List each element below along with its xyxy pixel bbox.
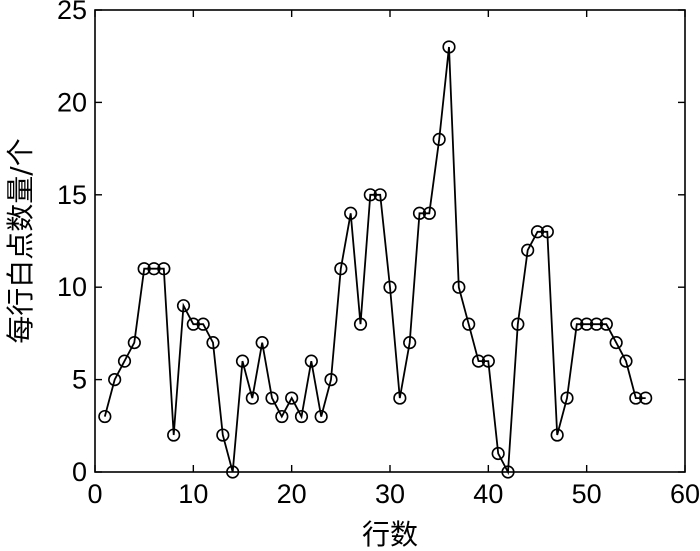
data-point (294, 409, 309, 424)
data-point (412, 206, 427, 220)
series-line (103, 46, 646, 476)
data-point (186, 317, 200, 331)
data-point (609, 336, 623, 350)
data-point (639, 391, 653, 405)
plot-frame (94, 9, 686, 473)
data-point (403, 336, 417, 350)
tick-layer (94, 9, 686, 473)
data-point (324, 373, 338, 387)
data-point (471, 354, 486, 368)
data-point (285, 391, 299, 405)
data-point (629, 391, 643, 405)
x-tick-label: 30 (375, 479, 405, 509)
x-axis-title: 行数 (362, 518, 418, 551)
data-point (452, 280, 466, 294)
data-point (157, 262, 171, 276)
data-point (511, 317, 525, 331)
data-point (147, 262, 161, 276)
x-tick-label: 0 (87, 479, 102, 509)
data-point (442, 40, 456, 54)
data-point (334, 262, 348, 276)
data-point (589, 317, 604, 331)
y-tick-label: 5 (72, 365, 87, 395)
x-tick-label: 10 (178, 479, 208, 509)
data-point (216, 428, 230, 442)
data-point (570, 317, 584, 331)
data-point (481, 354, 495, 368)
data-point (521, 243, 535, 257)
y-tick-label: 20 (57, 87, 87, 117)
tick-label-layer: 0 10 20 30 40 50 60 0 5 10 15 20 25 (57, 0, 700, 509)
y-tick-label: 10 (57, 272, 87, 302)
data-point (117, 354, 132, 368)
data-point (245, 391, 259, 405)
data-point (491, 446, 505, 461)
data-point (235, 354, 250, 368)
series-layer (98, 40, 653, 479)
data-point (314, 409, 328, 424)
data-point (108, 373, 122, 387)
x-tick-label: 40 (473, 479, 503, 509)
x-tick-label: 50 (572, 479, 602, 509)
data-point (304, 354, 318, 368)
data-point (176, 299, 191, 313)
y-tick-label: 15 (57, 180, 87, 210)
y-axis-title: 每行白点数量/个 (4, 138, 37, 343)
y-tick-label: 0 (72, 457, 87, 487)
data-point (619, 354, 633, 368)
data-point (275, 409, 289, 424)
data-point (580, 317, 594, 331)
data-point (265, 391, 279, 405)
x-tick-label: 20 (277, 479, 307, 509)
data-point (255, 336, 269, 350)
data-point (383, 280, 397, 294)
data-point (137, 262, 151, 276)
data-point (432, 132, 446, 146)
data-point (196, 317, 210, 331)
data-point (393, 391, 407, 405)
data-point (540, 225, 554, 239)
data-point (462, 317, 476, 331)
data-point (530, 225, 545, 239)
data-point (560, 391, 574, 405)
y-tick-label: 25 (57, 0, 87, 25)
data-point (98, 409, 112, 424)
data-point (550, 428, 564, 442)
x-tick-label: 60 (670, 479, 700, 509)
data-point (167, 428, 181, 442)
data-point (373, 188, 387, 202)
data-point (422, 206, 436, 220)
data-point (127, 336, 141, 350)
data-point (206, 336, 220, 350)
data-point (353, 317, 368, 331)
data-point (599, 317, 613, 331)
data-point (344, 206, 358, 220)
data-point (363, 188, 377, 202)
